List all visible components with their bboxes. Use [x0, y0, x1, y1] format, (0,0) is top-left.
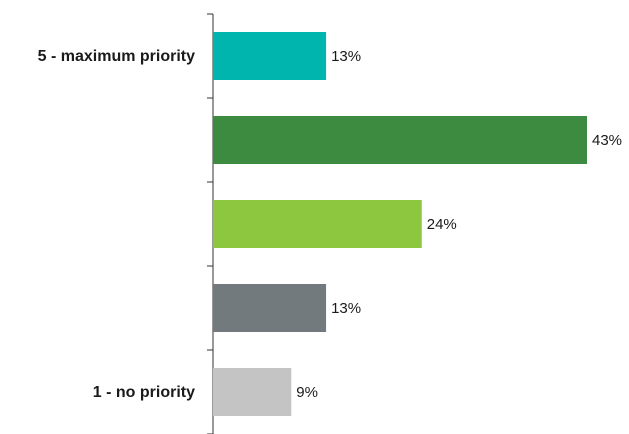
data-label-2: 43%	[592, 132, 622, 149]
bar-1	[213, 32, 327, 80]
data-label-3: 24%	[427, 216, 457, 233]
category-labels: 5 - maximum priority 1 - no priority	[38, 48, 195, 401]
data-label-1: 13%	[331, 48, 361, 65]
y-axis	[207, 13, 214, 434]
bar-4	[213, 284, 327, 332]
bar-2	[213, 116, 587, 164]
category-label-5: 1 - no priority	[93, 384, 195, 401]
bar-3	[213, 200, 422, 248]
category-label-1: 5 - maximum priority	[38, 48, 195, 65]
value-labels: 13% 43% 24% 13% 9%	[296, 48, 622, 401]
data-label-5: 9%	[296, 384, 318, 401]
bar-5	[213, 368, 292, 416]
data-label-4: 13%	[331, 300, 361, 317]
bars	[213, 32, 587, 416]
